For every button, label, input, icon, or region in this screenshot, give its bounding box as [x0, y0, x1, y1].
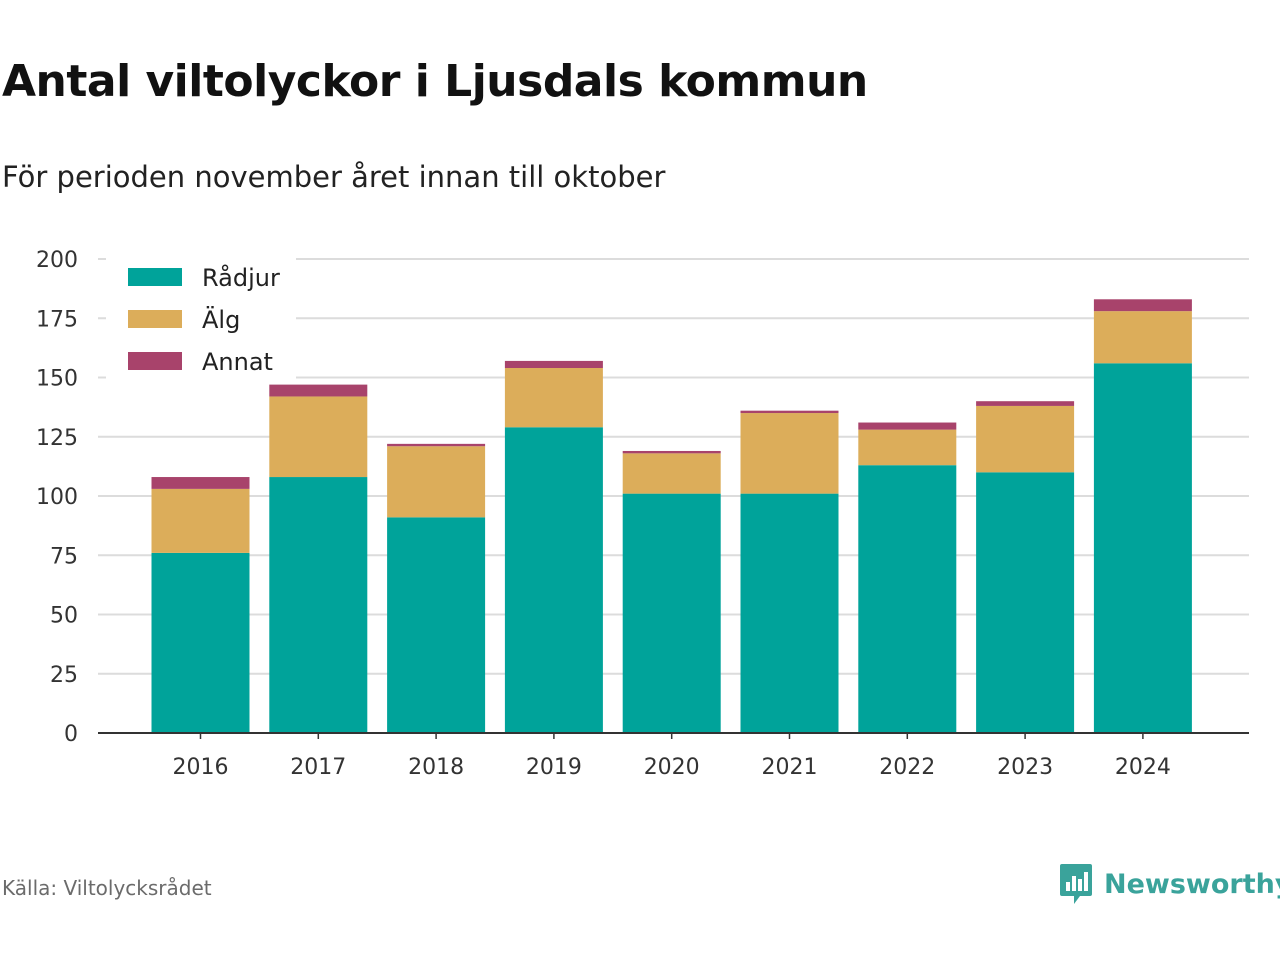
- x-tick-label: 2023: [997, 755, 1053, 780]
- x-tick-label: 2019: [526, 755, 582, 780]
- legend-label: Rådjur: [202, 263, 280, 292]
- x-tick-label: 2022: [879, 755, 935, 780]
- x-tick-label: 2021: [762, 755, 818, 780]
- y-tick-label: 150: [36, 367, 78, 392]
- legend-swatch: [128, 310, 182, 328]
- axes: 0 25 50 75 100 125 150 175 200 2016 2017 2018 2019 20…: [36, 248, 1249, 780]
- x-tick-label: 2017: [290, 755, 346, 780]
- y-tick-label: 50: [50, 604, 78, 629]
- legend-label: Älg: [202, 305, 240, 334]
- brand-logo: Newsworthy: [1058, 862, 1280, 906]
- y-tick-label: 75: [50, 544, 78, 569]
- chart-subtitle: För perioden november året innan till ok…: [2, 160, 666, 194]
- bar-segment: [858, 429, 957, 466]
- bar-segment: [151, 552, 250, 733]
- bar-segment: [858, 465, 957, 733]
- bar-segment: [976, 401, 1075, 406]
- y-tick-label: 175: [36, 307, 78, 332]
- y-tick-label: 25: [50, 663, 78, 688]
- bars: [151, 299, 1192, 733]
- y-tick-label: 200: [36, 248, 78, 273]
- y-tick-label: 100: [36, 485, 78, 510]
- bar-segment: [387, 443, 486, 447]
- chart-title: Antal viltolyckor i Ljusdals kommun: [2, 56, 868, 107]
- bar-segment: [622, 450, 721, 454]
- bar-segment: [1093, 299, 1192, 312]
- bar-segment: [1093, 311, 1192, 364]
- bar-segment: [740, 493, 839, 733]
- bar-segment: [504, 427, 603, 733]
- legend-label: Annat: [202, 348, 273, 376]
- x-tick-label: 2016: [173, 755, 229, 780]
- bar-segment: [387, 517, 486, 733]
- bar-segment: [269, 477, 368, 733]
- x-tick-label: 2020: [644, 755, 700, 780]
- brand-name: Newsworthy: [1104, 868, 1280, 900]
- newsworthy-logo-icon: [1060, 864, 1092, 904]
- bar-segment: [858, 422, 957, 430]
- bar-segment: [504, 360, 603, 369]
- bar-segment: [976, 405, 1075, 473]
- bar-segment: [151, 488, 250, 553]
- bar-segment: [740, 413, 839, 494]
- legend-swatch: [128, 268, 182, 286]
- bar-segment: [1093, 363, 1192, 733]
- legend-background: [106, 254, 296, 384]
- bar-segment: [269, 384, 368, 397]
- bar-segment: [976, 472, 1075, 733]
- bar-segment: [151, 477, 250, 489]
- bar-segment: [504, 368, 603, 428]
- x-tick-label: 2024: [1115, 755, 1171, 780]
- legend: Rådjur Älg Annat: [106, 254, 296, 384]
- bar-segment: [740, 410, 839, 414]
- y-tick-label: 125: [36, 426, 78, 451]
- bar-segment: [387, 446, 486, 518]
- source-note: Källa: Viltolycksrådet: [2, 876, 212, 900]
- bar-segment: [622, 493, 721, 733]
- x-tick-label: 2018: [408, 755, 464, 780]
- legend-swatch: [128, 352, 182, 370]
- bar-segment: [269, 396, 368, 478]
- y-tick-label: 0: [64, 722, 78, 747]
- bar-segment: [622, 453, 721, 494]
